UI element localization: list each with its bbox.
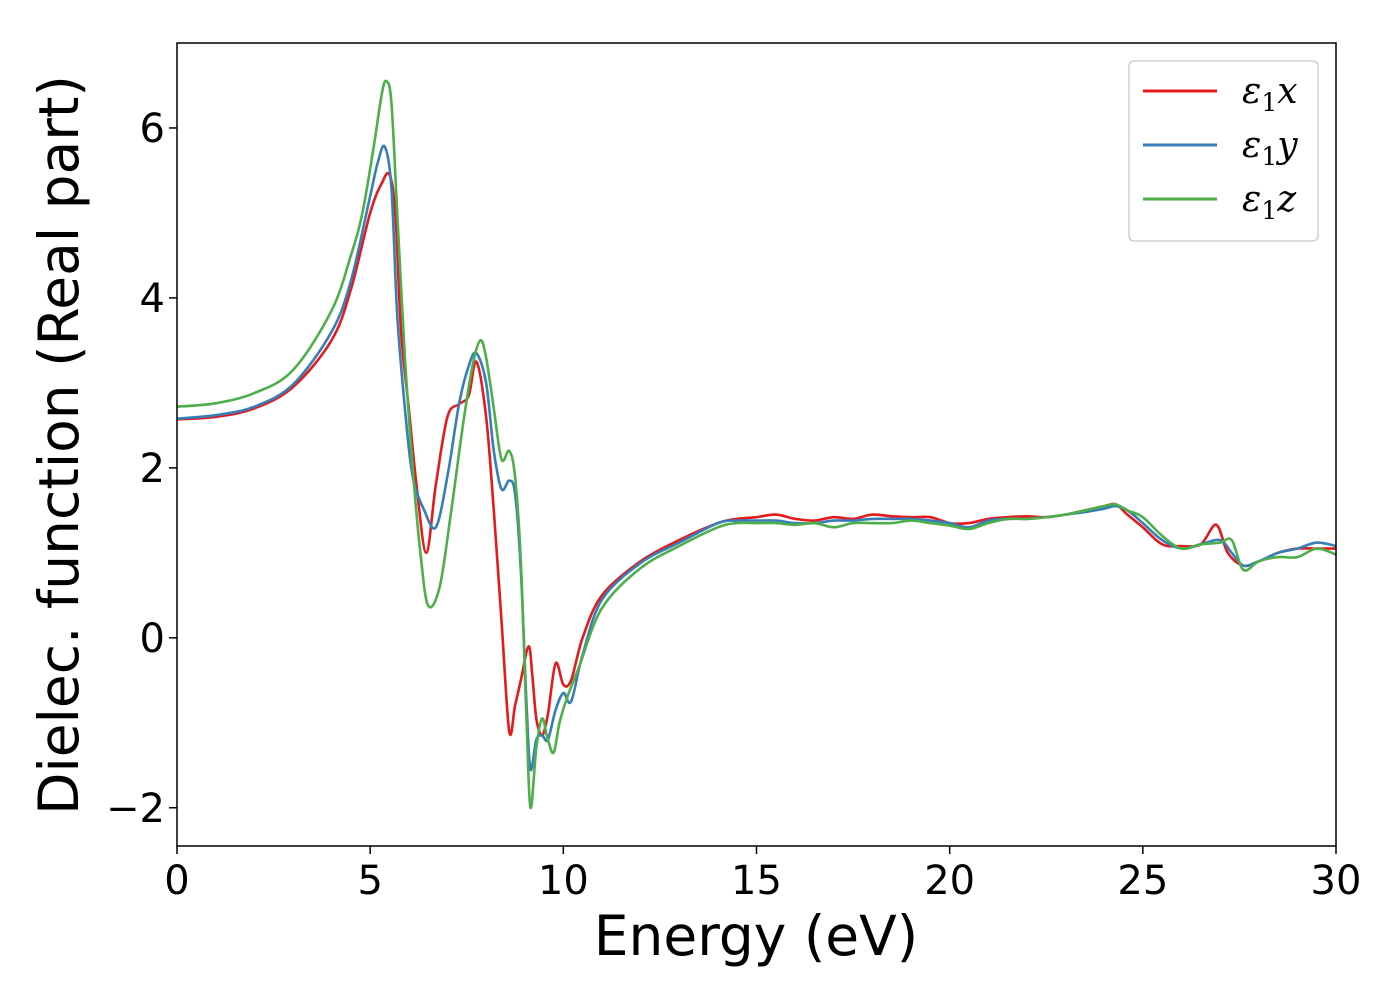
x-axis-title: Energy (eV) — [594, 904, 918, 968]
x-axis-ticks: 0 5 10 15 20 25 30 — [164, 846, 1361, 904]
y-tick-label: 6 — [140, 106, 165, 152]
x-tick-label: 10 — [538, 858, 589, 904]
x-tick-label: 0 — [164, 858, 189, 904]
x-tick-label: 25 — [1117, 858, 1168, 904]
x-tick-label: 15 — [731, 858, 782, 904]
legend-box — [1128, 60, 1319, 242]
y-tick-label: 0 — [140, 616, 165, 662]
series-line-x — [177, 171, 1336, 737]
legend-label-z: ε1z — [1242, 179, 1297, 225]
y-tick-label: 4 — [140, 276, 165, 322]
y-axis-ticks: −2 0 2 4 6 — [106, 106, 177, 832]
x-tick-label: 5 — [357, 858, 382, 904]
legend: ε1x ε1y ε1z — [1128, 60, 1319, 242]
legend-label-x: ε1x — [1242, 71, 1298, 117]
series-layer — [177, 79, 1336, 810]
y-tick-label: 2 — [140, 446, 165, 492]
legend-label-y: ε1y — [1242, 125, 1298, 171]
y-tick-label: −2 — [106, 786, 165, 832]
x-tick-label: 30 — [1311, 858, 1362, 904]
y-axis-title: Dielec. function (Real part) — [27, 75, 91, 815]
series-line-z — [177, 79, 1336, 810]
x-tick-label: 20 — [924, 858, 975, 904]
